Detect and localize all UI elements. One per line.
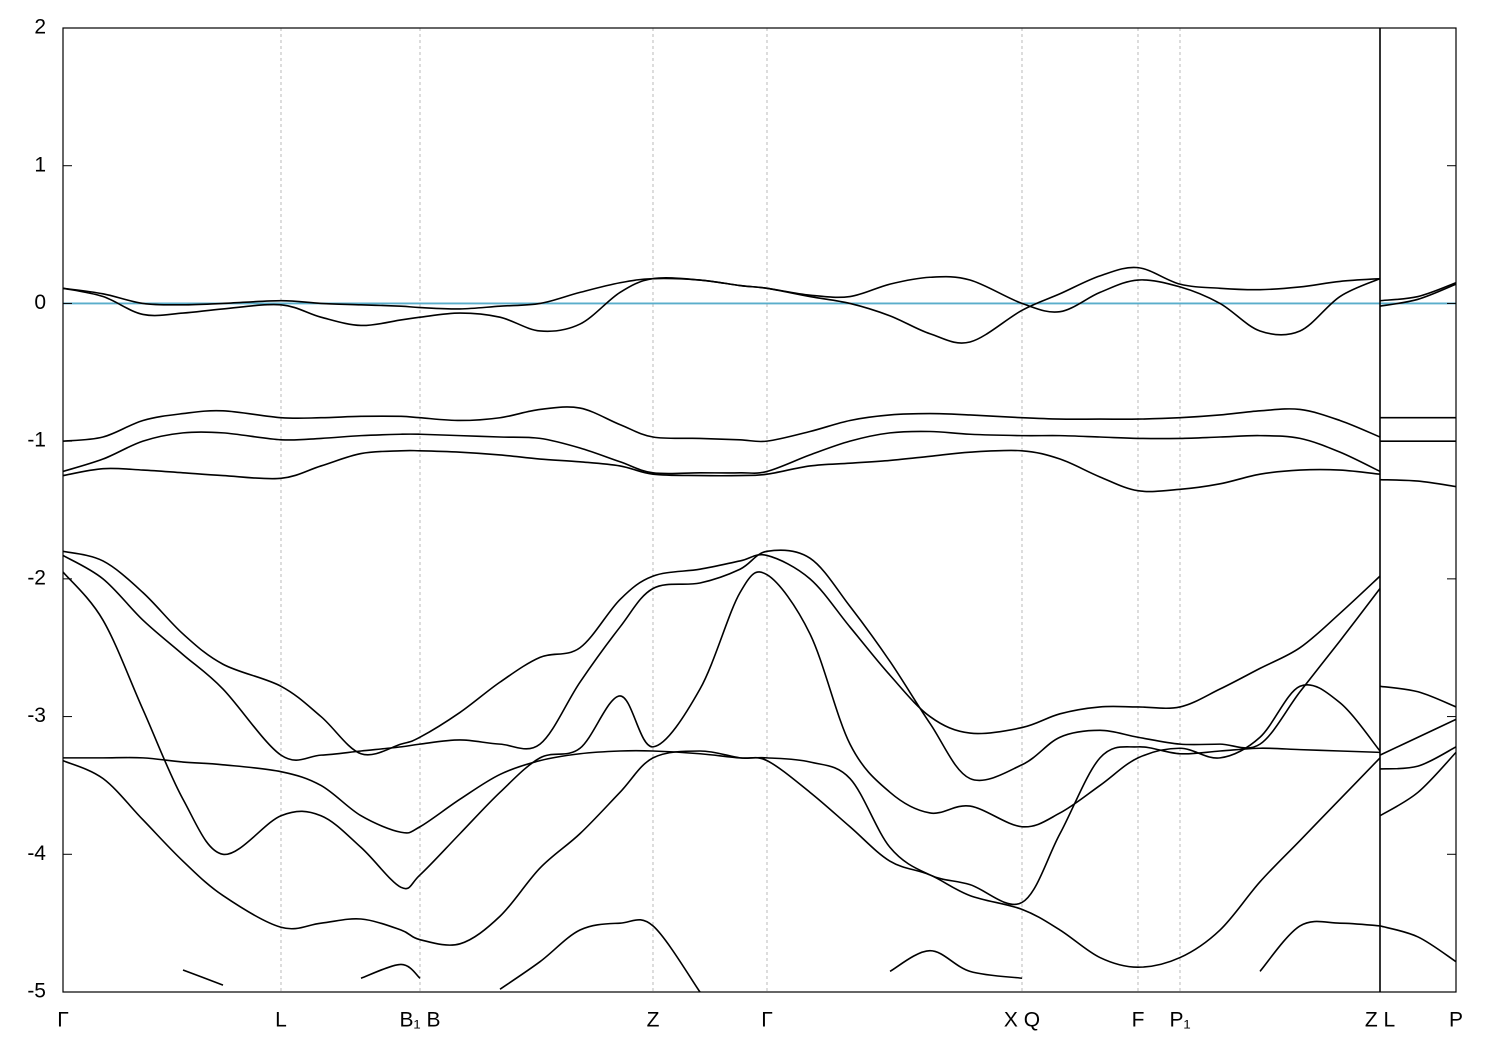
band-line <box>1379 283 1456 307</box>
band-line <box>63 750 1381 969</box>
band-line <box>889 949 1023 980</box>
band-line <box>1379 718 1456 756</box>
band-line <box>63 549 1381 782</box>
x-tick-label: Z L <box>1365 1009 1395 1032</box>
y-tick-label: -1 <box>27 429 46 452</box>
band-line <box>63 430 1381 475</box>
band-line <box>182 969 224 986</box>
axes: -5 -4 -3 -2 -1 0 1 2 Γ L B₁ B Z Γ X Q F P₁ Z L P <box>27 16 1463 1032</box>
y-tick-label: -5 <box>27 980 46 1003</box>
band-line <box>1379 925 1456 963</box>
x-tick-label: Γ <box>761 1009 773 1032</box>
x-tick-label: Z <box>647 1009 660 1032</box>
y-tick-label: 0 <box>34 291 46 314</box>
y-tick-label: -4 <box>27 842 46 865</box>
band-line <box>1379 282 1456 302</box>
band-line <box>63 275 1381 336</box>
band-line <box>1259 920 1381 972</box>
band-line <box>1379 685 1456 708</box>
y-tick-label: -2 <box>27 566 46 589</box>
band-line <box>63 746 1381 906</box>
band-line <box>499 919 701 992</box>
band-line <box>63 571 1381 890</box>
x-tick-label: L <box>275 1009 287 1032</box>
y-tick-label: -3 <box>27 704 46 727</box>
band-line <box>1379 746 1456 770</box>
band-line <box>1379 751 1456 817</box>
band-line <box>63 550 1381 756</box>
y-tick-label: 1 <box>34 153 46 176</box>
x-tick-label: P <box>1449 1009 1463 1032</box>
y-tick-label: 2 <box>34 16 46 39</box>
x-tick-label: F <box>1132 1009 1145 1032</box>
plot-frame <box>62 27 1457 993</box>
plot-area <box>63 266 1456 992</box>
x-tick-label: P₁ <box>1169 1009 1190 1032</box>
x-tick-label: X Q <box>1004 1009 1040 1032</box>
x-tick-label: Γ <box>57 1009 69 1032</box>
band-line <box>63 449 1381 493</box>
x-tick-label: B₁ B <box>400 1009 441 1032</box>
band-line <box>360 963 421 979</box>
band-line <box>1379 478 1456 488</box>
band-line <box>63 406 1381 443</box>
